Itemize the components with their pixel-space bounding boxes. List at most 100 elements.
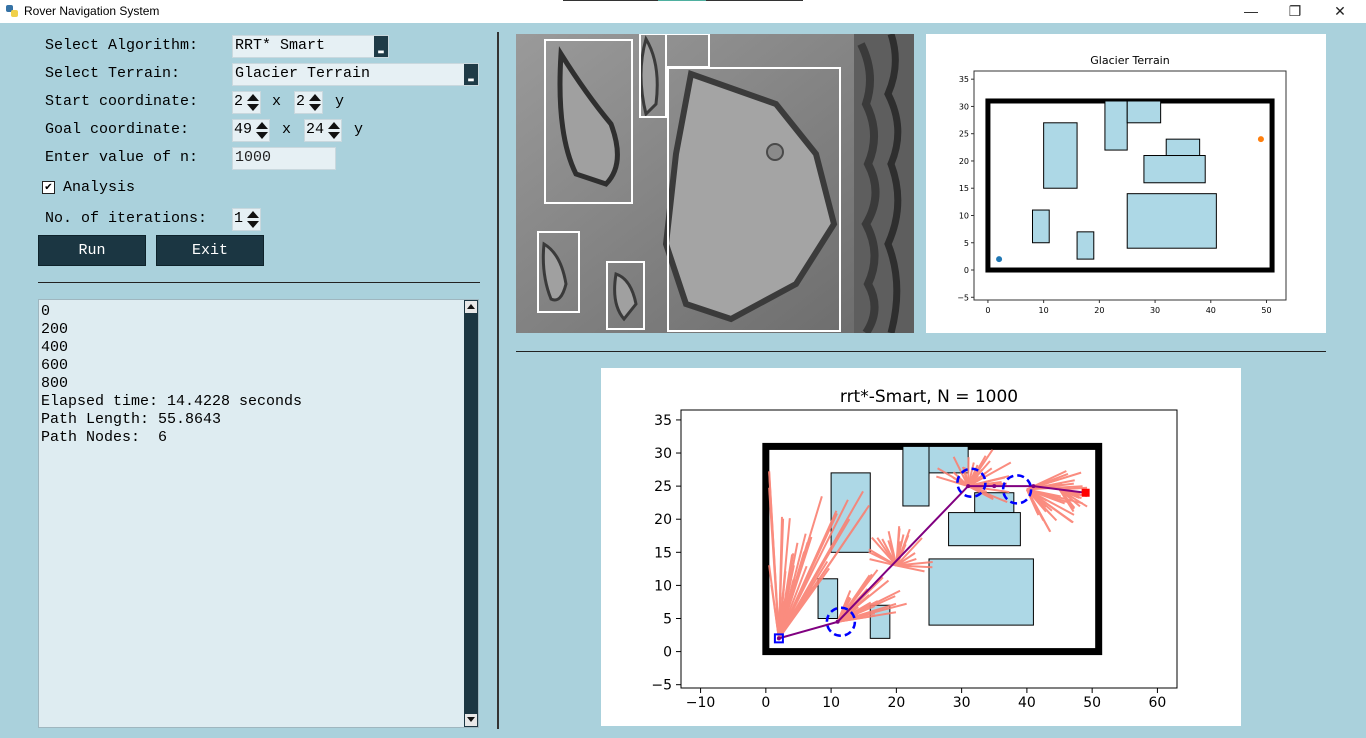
scroll-down-icon[interactable] — [465, 714, 477, 726]
y-tick-label: 5 — [663, 612, 672, 628]
y-tick-label: 25 — [654, 479, 672, 495]
goal-x-value: 49 — [234, 121, 253, 138]
chevron-down-icon[interactable]: ▂ — [464, 64, 478, 85]
spin-arrows-icon[interactable] — [327, 120, 341, 141]
y-tick-label: 35 — [654, 413, 672, 429]
spin-arrows-icon[interactable] — [255, 120, 269, 141]
satellite-image-illustration — [516, 32, 914, 336]
y-tick-label: 20 — [654, 512, 672, 528]
goal-marker — [1081, 488, 1090, 497]
beacon-circle — [1001, 474, 1033, 505]
tree-edge — [895, 537, 923, 567]
start-marker — [773, 633, 784, 644]
spin-arrows-icon[interactable] — [246, 209, 260, 230]
tree-edge — [768, 487, 780, 639]
terrain-y-tick-label: 25 — [959, 130, 969, 139]
run-button[interactable]: Run — [38, 235, 146, 266]
tree-edge — [896, 560, 933, 567]
terrain-label: Select Terrain: — [45, 65, 181, 82]
terrain-x-tick-label: 40 — [1206, 306, 1216, 315]
chevron-down-icon[interactable]: ▂ — [374, 36, 388, 57]
terrain-y-tick-label: 30 — [959, 102, 969, 111]
goal-x-spinbox[interactable]: 49 — [232, 119, 270, 142]
tree-edge — [1026, 488, 1073, 524]
scroll-up-icon[interactable] — [465, 301, 477, 313]
output-line: Path Nodes: 6 — [41, 429, 168, 446]
terrain-obstacle — [1043, 122, 1078, 189]
output-line: Elapsed time: 14.4228 seconds — [41, 393, 303, 410]
terrain-obstacle — [1126, 193, 1217, 249]
y-tick-label: −5 — [651, 678, 672, 694]
n-label: Enter value of n: — [45, 149, 199, 166]
beacon-circle — [825, 606, 857, 638]
y-separator: y — [354, 121, 364, 138]
path-node — [776, 636, 781, 641]
terrain-obstacle — [1143, 155, 1206, 184]
terrain-x-tick-label: 0 — [985, 306, 990, 315]
obstacle — [928, 558, 1034, 626]
left-divider — [38, 282, 480, 283]
tree-edge — [895, 552, 916, 567]
terrain-x-tick-label: 20 — [1094, 306, 1104, 315]
x-tick-label: −10 — [686, 695, 716, 711]
tree-edge — [896, 564, 925, 573]
x-tick-label: 0 — [761, 695, 770, 711]
terrain-x-tick-label: 30 — [1150, 306, 1160, 315]
output-line: 600 — [41, 357, 69, 374]
output-scrollbar[interactable] — [464, 300, 478, 727]
tree-edge — [895, 540, 903, 566]
y-separator: y — [335, 93, 345, 110]
path-node — [966, 484, 971, 489]
chart-title: rrt*-Smart, N = 1000 — [840, 387, 1018, 407]
n-value: 1000 — [235, 149, 272, 166]
terrain-y-tick-label: 20 — [959, 157, 969, 166]
tree-edge — [952, 456, 970, 487]
output-line: Path Length: 55.8643 — [41, 411, 222, 428]
terrain-start-point — [996, 256, 1003, 263]
terrain-image — [516, 32, 914, 336]
window-title: Rover Navigation System — [24, 4, 160, 18]
terrain-x-tick-label: 10 — [1039, 306, 1049, 315]
obstacle — [928, 445, 969, 474]
close-button[interactable]: ✕ — [1334, 3, 1346, 19]
tree-edge — [1025, 489, 1039, 514]
goal-y-value: 24 — [306, 121, 325, 138]
tree-edge — [967, 485, 1008, 503]
exit-button[interactable]: Exit — [156, 235, 264, 266]
algorithm-select[interactable]: RRT* Smart ▂ — [232, 35, 389, 58]
vertical-divider — [497, 32, 499, 729]
terrain-y-tick-label: −5 — [957, 293, 969, 302]
tree-edge — [936, 475, 969, 488]
terrain-y-tick-label: 5 — [964, 239, 969, 248]
start-y-spinbox[interactable]: 2 — [294, 91, 323, 114]
iterations-value: 1 — [234, 210, 244, 227]
terrain-y-tick-label: 15 — [959, 184, 969, 193]
restore-button[interactable]: ❐ — [1288, 3, 1302, 19]
algorithm-label: Select Algorithm: — [45, 37, 199, 54]
output-line: 400 — [41, 339, 69, 356]
chart-frame — [680, 409, 1178, 689]
start-x-spinbox[interactable]: 2 — [232, 91, 261, 114]
terrain-plot-title: Glacier Terrain — [1090, 54, 1169, 67]
terrain-x-tick-label: 50 — [1261, 306, 1271, 315]
terrain-select[interactable]: Glacier Terrain ▂ — [232, 63, 479, 86]
start-x-value: 2 — [234, 93, 244, 110]
spin-arrows-icon[interactable] — [308, 92, 322, 113]
iterations-spinbox[interactable]: 1 — [232, 208, 261, 231]
output-line: 200 — [41, 321, 69, 338]
y-tick-label: 15 — [654, 545, 672, 561]
n-input[interactable]: 1000 — [232, 147, 336, 170]
x-tick-label: 20 — [887, 695, 905, 711]
output-console[interactable]: 0 200 400 600 800 Elapsed time: 14.4228 secon… — [38, 299, 479, 728]
tree-edge — [777, 551, 806, 639]
tree-edge — [967, 462, 975, 487]
terrain-value: Glacier Terrain — [235, 65, 371, 82]
spin-arrows-icon[interactable] — [246, 92, 260, 113]
iterations-label: No. of iterations: — [45, 210, 208, 227]
rrt-chart: rrt*-Smart, N = 1000 −10 0 10 20 30 40 50 60 −5 0… — [651, 387, 1178, 711]
x-tick-label: 40 — [1018, 695, 1036, 711]
analysis-checkbox[interactable]: ✔ — [42, 181, 55, 194]
minimize-button[interactable]: — — [1244, 3, 1258, 19]
goal-y-spinbox[interactable]: 24 — [304, 119, 342, 142]
path-node — [835, 619, 840, 624]
